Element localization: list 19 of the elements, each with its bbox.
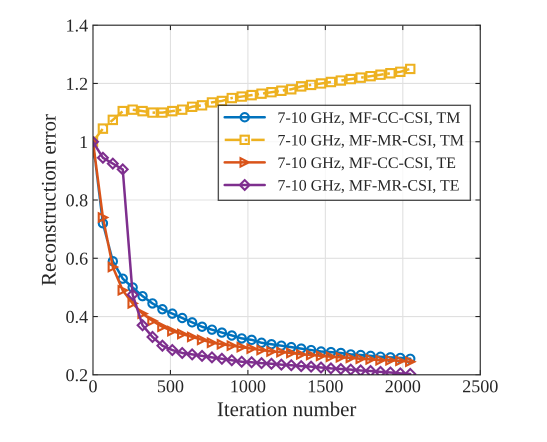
legend-label: 7-10 GHz, MF-MR-CSI, TE <box>278 180 459 194</box>
x-tick-label: 0 <box>89 380 97 392</box>
y-tick-label: 1.4 <box>67 20 88 32</box>
legend-label: 7-10 GHz, MF-CC-CSI, TE <box>278 157 456 170</box>
legend-label: 7-10 GHz, MF-MR-CSI, TM <box>278 134 464 148</box>
y-tick-label: 0.6 <box>66 252 88 265</box>
x-tick-label: 1000 <box>231 380 266 392</box>
x-tick-label: 1500 <box>308 380 343 392</box>
y-tick-label: 0.2 <box>66 369 88 382</box>
y-axis-title: Reconstruction error <box>42 114 56 286</box>
y-tick-label: 0.4 <box>66 310 88 324</box>
legend-label: 7-10 GHz, MF-CC-CSI, TM <box>278 112 460 126</box>
x-axis-title: Iteration number <box>218 402 356 416</box>
y-tick-label: 1.2 <box>67 78 88 90</box>
y-tick-label: 1 <box>80 136 88 148</box>
y-tick-label: 0.8 <box>66 194 88 207</box>
x-tick-label: 2000 <box>386 380 420 392</box>
x-tick-label: 2500 <box>463 380 498 392</box>
x-tick-label: 500 <box>158 380 184 392</box>
